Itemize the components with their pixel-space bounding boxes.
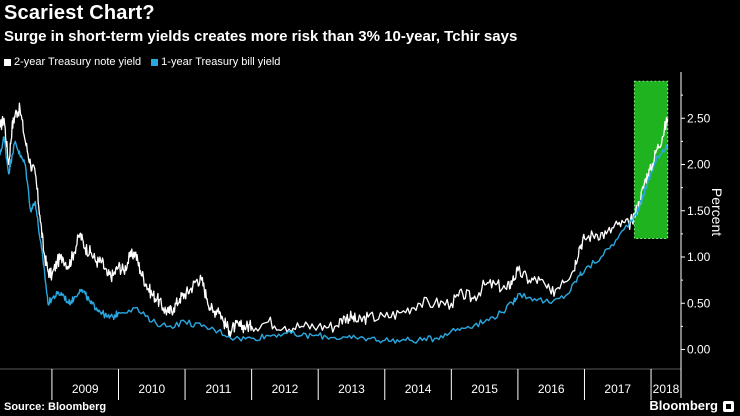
bloomberg-logo: Bloomberg <box>649 398 718 413</box>
legend: 2-year Treasury note yield 1-year Treasu… <box>4 56 280 68</box>
highlight-region <box>633 80 669 239</box>
x-tick-label: 2012 <box>272 382 299 396</box>
y-tick-label: 2.00 <box>687 158 711 172</box>
x-tick-label: 2010 <box>138 382 165 396</box>
chart-title: Scariest Chart? <box>4 2 155 24</box>
legend-swatch-1yr <box>151 58 159 66</box>
x-tick-label: 2013 <box>338 382 365 396</box>
legend-item-2yr: 2-year Treasury note yield <box>4 56 141 68</box>
x-tick-label: 2015 <box>471 382 498 396</box>
y-tick-label: 0.00 <box>687 343 711 357</box>
legend-label-1yr: 1-year Treasury bill yield <box>161 56 281 68</box>
y-axis-label: Percent <box>709 188 725 236</box>
series-line-1yr <box>0 136 669 344</box>
y-tick-label: 1.00 <box>687 250 711 264</box>
x-tick-label: 2018 <box>653 382 680 396</box>
terminal-icon <box>723 401 734 412</box>
chart-subtitle: Surge in short-term yields creates more … <box>4 28 518 45</box>
series-line-2yr <box>0 102 669 338</box>
y-tick-label: 2.50 <box>687 111 711 125</box>
x-tick-label: 2016 <box>538 382 565 396</box>
legend-swatch-2yr <box>4 58 11 66</box>
x-tick-label: 2014 <box>405 382 432 396</box>
y-tick-label: 1.50 <box>687 204 711 218</box>
source-note: Source: Bloomberg <box>4 401 107 413</box>
x-tick-label: 2009 <box>72 382 99 396</box>
legend-label-2yr: 2-year Treasury note yield <box>14 56 142 68</box>
x-tick-label: 2011 <box>205 382 231 396</box>
legend-item-1yr: 1-year Treasury bill yield <box>151 56 280 68</box>
y-tick-label: 0.50 <box>687 296 711 310</box>
x-tick-label: 2017 <box>604 382 631 396</box>
